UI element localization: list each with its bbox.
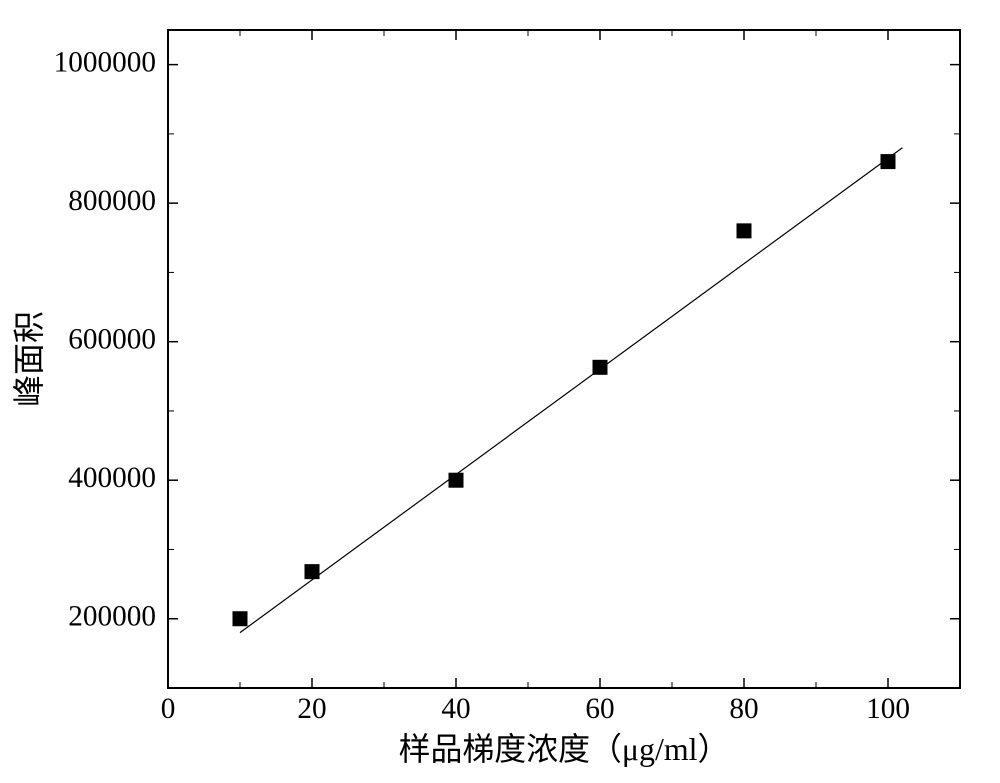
- y-tick-label: 200000: [68, 600, 156, 632]
- data-point: [593, 360, 607, 374]
- data-point: [305, 565, 319, 579]
- y-axis-label: 峰面积: [12, 311, 47, 407]
- x-tick-label: 60: [585, 693, 614, 725]
- x-tick-label: 100: [866, 693, 910, 725]
- x-tick-label: 0: [161, 693, 176, 725]
- x-tick-label: 20: [297, 693, 326, 725]
- y-tick-label: 600000: [68, 323, 156, 355]
- x-tick-label: 80: [729, 693, 758, 725]
- data-point: [881, 155, 895, 169]
- y-tick-label: 1000000: [54, 46, 156, 78]
- y-tick-label: 800000: [68, 185, 156, 217]
- x-tick-label: 40: [441, 693, 470, 725]
- chart-background: [0, 0, 1000, 783]
- calibration-chart: 0 20 40 60 80 100 200000 400000 600000 800000 1000…: [0, 0, 1000, 783]
- data-point: [233, 612, 247, 626]
- chart-svg: 0 20 40 60 80 100 200000 400000 600000 800000 1000…: [0, 0, 1000, 783]
- data-point: [737, 224, 751, 238]
- data-point: [449, 473, 463, 487]
- x-axis-label: 样品梯度浓度（μg/ml）: [399, 732, 730, 767]
- y-tick-label: 400000: [68, 462, 156, 494]
